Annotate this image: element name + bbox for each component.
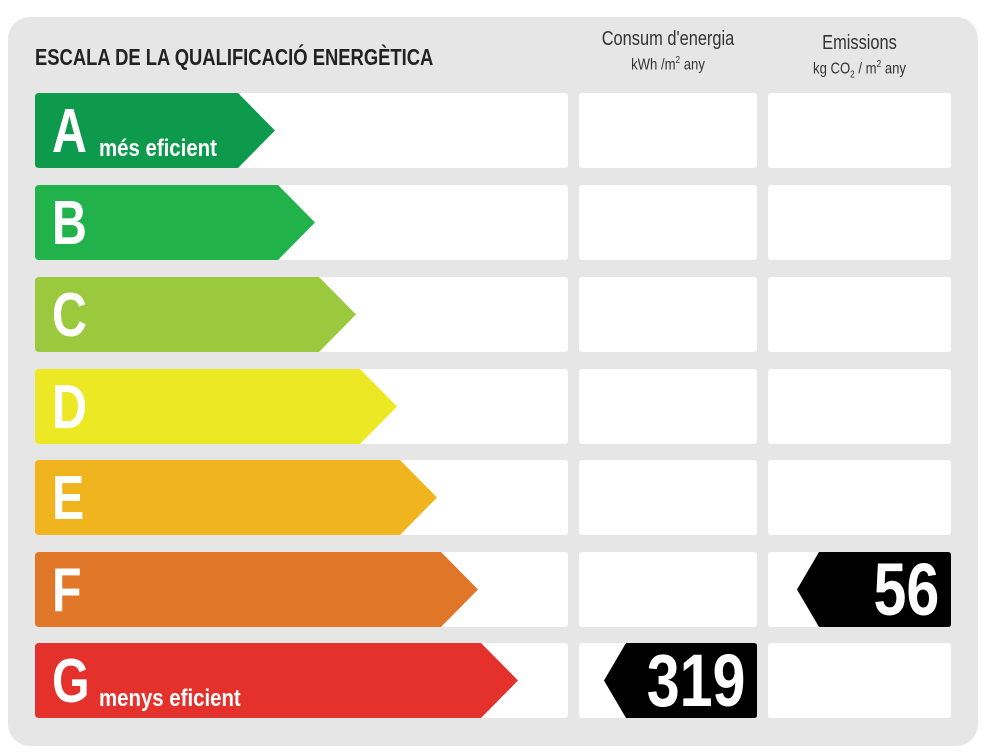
emissions-cell-A xyxy=(768,93,951,168)
consumption-cell-C xyxy=(579,277,757,352)
consumption-cell-F xyxy=(579,552,757,627)
class-arrow-E xyxy=(35,460,437,535)
class-letter: E xyxy=(52,464,85,533)
emissions-rating-badge: 56 xyxy=(797,552,951,627)
consumption-rating-badge: 319 xyxy=(604,643,757,718)
consumption-cell-A xyxy=(579,93,757,168)
class-letter: D xyxy=(52,373,87,442)
class-letter: A xyxy=(52,97,87,166)
emissions-cell-E xyxy=(768,460,951,535)
class-sublabel: menys eficient xyxy=(99,685,241,712)
emissions-cell-B xyxy=(768,185,951,260)
class-letter: G xyxy=(52,647,90,716)
emissions-header: Emissions kg CO2 / m2 any xyxy=(768,32,951,81)
consumption-unit: kWh /m2 any xyxy=(631,55,705,74)
consumption-label: Consum d'energia xyxy=(601,28,735,50)
label-title: ESCALA DE LA QUALIFICACIÓ ENERGÈTICA xyxy=(35,44,434,70)
class-arrow-C xyxy=(35,277,356,352)
emissions-cell-G xyxy=(768,643,951,718)
class-arrow-B xyxy=(35,185,315,260)
emissions-unit: kg CO2 / m2 any xyxy=(813,59,906,81)
class-letter: B xyxy=(52,189,87,258)
emissions-cell-C xyxy=(768,277,951,352)
class-arrow-F xyxy=(35,552,478,627)
class-letter: F xyxy=(52,556,82,625)
class-sublabel: més eficient xyxy=(99,135,217,162)
emissions-label: Emissions xyxy=(822,32,897,54)
consumption-cell-D xyxy=(579,369,757,444)
class-arrow-G xyxy=(35,643,518,718)
emissions-rating-value: 56 xyxy=(873,548,939,631)
consumption-cell-E xyxy=(579,460,757,535)
consumption-header: Consum d'energia kWh /m2 any xyxy=(579,28,757,74)
emissions-cell-D xyxy=(768,369,951,444)
consumption-rating-value: 319 xyxy=(646,639,745,722)
class-arrow-D xyxy=(35,369,397,444)
class-arrow-A xyxy=(35,93,275,168)
class-letter: C xyxy=(52,281,87,350)
consumption-cell-B xyxy=(579,185,757,260)
